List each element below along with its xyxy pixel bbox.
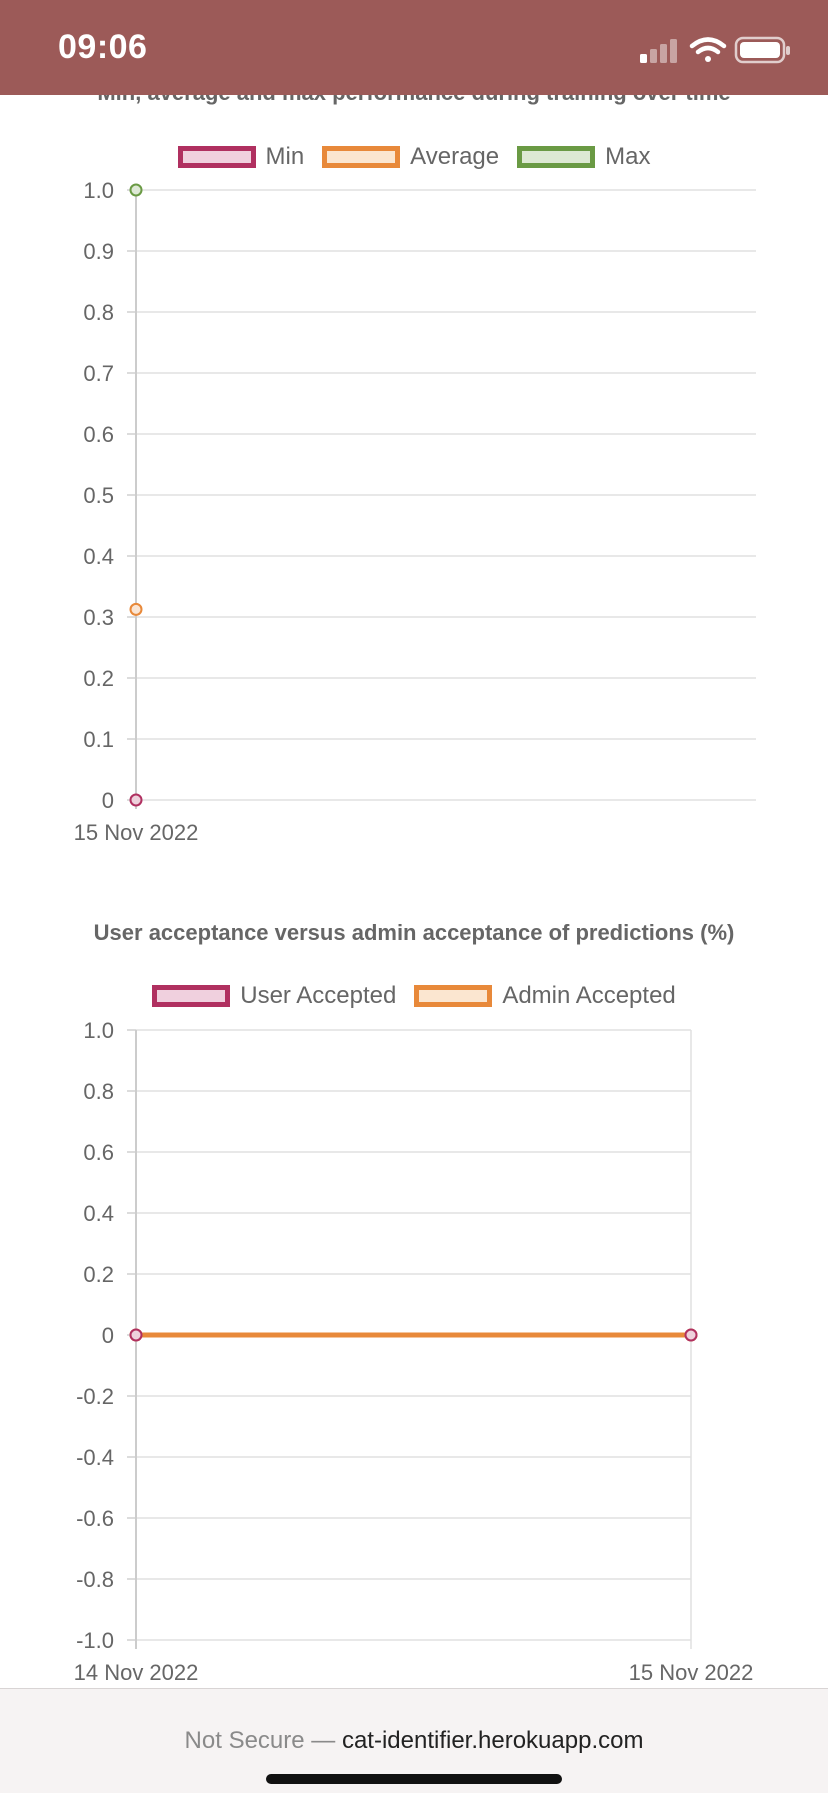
y-tick-label: 0.3 xyxy=(83,605,114,630)
y-tick-label: 0.8 xyxy=(83,300,114,325)
url-display[interactable]: Not Secure — cat-identifier.herokuapp.co… xyxy=(0,1727,828,1755)
y-tick-label: -1.0 xyxy=(76,1628,114,1653)
url-domain: cat-identifier.herokuapp.com xyxy=(341,1727,644,1754)
legend-swatch xyxy=(152,985,231,1007)
legend-label: Max xyxy=(605,143,651,170)
y-tick-label: -0.8 xyxy=(76,1567,114,1592)
y-tick-label: 0.6 xyxy=(83,1140,114,1165)
acceptance-chart: 1.0 0.8 0.6 0.4 0.2 0 -0.2 -0.4 -0.6 -0.8 -1.0 14 N… xyxy=(0,900,828,1688)
browser-address-bar[interactable]: Not Secure — cat-identifier.herokuapp.co… xyxy=(0,1688,828,1793)
y-tick-label: 0 xyxy=(102,788,114,813)
charts-area: 1.0 0.9 0.8 0.7 0.6 0.5 0.4 0.3 0.2 0.1 0 15 Nov 20… xyxy=(0,0,828,1688)
battery-icon xyxy=(734,36,790,64)
y-tick-label: 0.2 xyxy=(83,1262,114,1287)
y-tick-label: 0.4 xyxy=(83,1201,114,1226)
legend-item-user-accepted[interactable]: User Accepted xyxy=(152,982,396,1010)
x-tick-label: 15 Nov 2022 xyxy=(629,1660,754,1685)
data-point xyxy=(129,602,143,616)
data-point xyxy=(684,1328,698,1342)
legend-label: Admin Accepted xyxy=(502,982,676,1009)
acceptance-chart-plot: 1.0 0.8 0.6 0.4 0.2 0 -0.2 -0.4 -0.6 -0.8 -1.0 14 N… xyxy=(74,1018,754,1685)
legend-label: User Accepted xyxy=(240,982,397,1009)
status-time: 09:06 xyxy=(58,28,148,66)
legend-swatch xyxy=(414,985,493,1007)
y-tick-label: 0.6 xyxy=(83,422,114,447)
y-tick-label: 0.7 xyxy=(83,361,114,386)
y-tick-label: 0.9 xyxy=(83,239,114,264)
performance-chart-plot: 1.0 0.9 0.8 0.7 0.6 0.5 0.4 0.3 0.2 0.1 0 15 Nov 20… xyxy=(74,178,756,845)
x-tick-label: 14 Nov 2022 xyxy=(74,1660,199,1685)
wifi-icon xyxy=(689,37,727,62)
y-tick-label: 0.2 xyxy=(83,666,114,691)
legend-item-average[interactable]: Average xyxy=(322,143,499,171)
security-status: Not Secure — xyxy=(184,1727,336,1754)
legend-swatch xyxy=(177,146,256,168)
legend-label: Average xyxy=(410,143,500,170)
y-tick-label: 1.0 xyxy=(83,178,114,203)
chart-legend: Min Average Max xyxy=(0,143,828,171)
y-tick-label: 0 xyxy=(102,1323,114,1348)
y-tick-label: 1.0 xyxy=(83,1018,114,1043)
home-indicator[interactable] xyxy=(266,1774,562,1784)
data-point xyxy=(129,1328,143,1342)
y-tick-label: 0.4 xyxy=(83,544,114,569)
data-point xyxy=(129,183,143,197)
legend-label: Min xyxy=(265,143,305,170)
status-icons xyxy=(640,36,790,64)
status-bar: 09:06 xyxy=(0,0,828,95)
chart-title: User acceptance versus admin acceptance … xyxy=(93,920,735,945)
y-tick-label: 0.5 xyxy=(83,483,114,508)
y-tick-label: 0.1 xyxy=(83,727,114,752)
data-point xyxy=(129,793,143,807)
y-tick-label: 0.8 xyxy=(83,1079,114,1104)
legend-swatch xyxy=(322,146,401,168)
y-tick-label: -0.6 xyxy=(76,1506,114,1531)
legend-item-min[interactable]: Min xyxy=(177,143,305,171)
y-tick-label: -0.4 xyxy=(76,1445,114,1470)
x-tick-label: 15 Nov 2022 xyxy=(74,820,199,845)
cellular-signal-icon xyxy=(640,39,677,63)
performance-chart: 1.0 0.9 0.8 0.7 0.6 0.5 0.4 0.3 0.2 0.1 0 15 Nov 20… xyxy=(0,0,828,860)
legend-item-admin-accepted[interactable]: Admin Accepted xyxy=(414,982,676,1010)
y-tick-label: -0.2 xyxy=(76,1384,114,1409)
legend-swatch xyxy=(517,146,596,168)
legend-item-max[interactable]: Max xyxy=(517,143,650,171)
chart-legend: User Accepted Admin Accepted xyxy=(0,982,828,1010)
